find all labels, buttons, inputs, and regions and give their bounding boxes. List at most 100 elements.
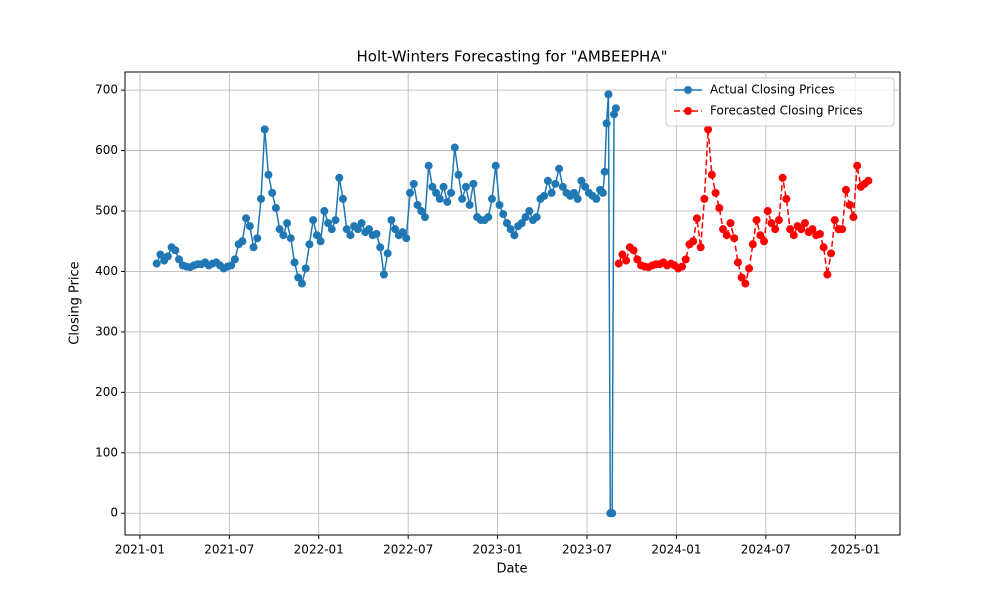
data-point: [756, 231, 765, 240]
data-point: [767, 219, 776, 228]
data-point: [320, 207, 329, 216]
series-line: [155, 94, 617, 514]
data-point: [722, 231, 731, 240]
data-point: [704, 125, 713, 134]
data-point: [312, 231, 321, 240]
data-point: [711, 188, 720, 197]
data-point: [409, 179, 418, 188]
data-point: [608, 509, 617, 518]
data-point: [760, 237, 769, 246]
data-point: [443, 197, 452, 206]
data-point: [294, 273, 303, 282]
data-point: [707, 170, 716, 179]
data-point: [424, 161, 433, 170]
y-tick-label: 200: [95, 385, 118, 399]
data-point: [547, 188, 556, 197]
x-tick-label: 2024-01: [651, 543, 701, 557]
data-point: [558, 182, 567, 191]
data-point: [815, 229, 824, 238]
data-point: [301, 264, 310, 273]
data-point: [488, 194, 497, 203]
data-point: [268, 188, 277, 197]
x-tick-label: 2022-01: [294, 543, 344, 557]
y-tick-label: 100: [95, 445, 118, 459]
legend-marker: [684, 86, 692, 94]
data-point: [406, 188, 415, 197]
data-point: [353, 225, 362, 234]
data-point: [465, 200, 474, 209]
data-point: [741, 279, 750, 288]
data-point: [417, 207, 426, 216]
data-point: [271, 203, 280, 212]
data-point: [678, 262, 687, 271]
data-point: [592, 194, 601, 203]
data-point: [618, 250, 627, 259]
data-point: [789, 231, 798, 240]
data-point: [771, 225, 780, 234]
data-point: [253, 234, 262, 243]
data-point: [800, 219, 809, 228]
data-point: [629, 246, 638, 255]
data-point: [845, 200, 854, 209]
data-point: [279, 231, 288, 240]
data-point: [309, 216, 318, 225]
data-point: [610, 110, 619, 119]
y-tick-label: 700: [95, 83, 118, 97]
legend: Actual Closing Prices Forecasted Closing …: [665, 77, 895, 127]
data-point: [719, 225, 728, 234]
data-point: [782, 194, 791, 203]
data-point: [737, 273, 746, 282]
data-point: [681, 255, 690, 264]
data-point: [853, 161, 862, 170]
data-point: [730, 234, 739, 243]
data-point: [238, 237, 247, 246]
data-point: [338, 194, 347, 203]
data-point: [733, 258, 742, 267]
data-point: [227, 261, 236, 270]
y-tick-label: 400: [95, 264, 118, 278]
data-point: [230, 255, 239, 264]
data-point: [398, 228, 407, 237]
data-point: [838, 225, 847, 234]
data-point: [555, 164, 564, 173]
data-point: [484, 213, 493, 222]
data-point: [577, 176, 586, 185]
data-point: [391, 225, 400, 234]
data-point: [774, 216, 783, 225]
data-point: [521, 213, 530, 222]
data-point: [573, 194, 582, 203]
data-point: [432, 188, 441, 197]
data-point: [517, 219, 526, 228]
data-point: [256, 194, 265, 203]
data-point: [447, 188, 456, 197]
data-point: [175, 255, 184, 264]
data-point: [569, 188, 578, 197]
data-point: [786, 225, 795, 234]
data-point: [275, 225, 284, 234]
data-point: [830, 216, 839, 225]
data-point: [450, 143, 459, 152]
data-point: [551, 179, 560, 188]
data-point: [602, 119, 611, 128]
data-point: [598, 188, 607, 197]
data-point: [286, 234, 295, 243]
data-point: [502, 219, 511, 228]
data-point: [297, 279, 306, 288]
data-point: [249, 243, 258, 252]
data-point: [461, 182, 470, 191]
data-point: [823, 270, 832, 279]
data-point: [827, 249, 836, 258]
data-point: [469, 179, 478, 188]
data-point: [540, 191, 549, 200]
data-point: [543, 176, 552, 185]
data-point: [163, 252, 172, 261]
data-point: [849, 213, 858, 222]
data-point: [726, 219, 735, 228]
data-point: [454, 170, 463, 179]
data-point: [290, 258, 299, 267]
data-point: [327, 225, 336, 234]
data-point: [383, 249, 392, 258]
y-axis-label: Closing Price: [68, 261, 83, 344]
x-tick-label: 2021-01: [115, 543, 165, 557]
